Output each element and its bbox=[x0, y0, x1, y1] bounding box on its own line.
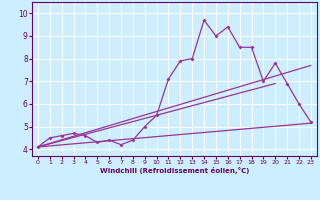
X-axis label: Windchill (Refroidissement éolien,°C): Windchill (Refroidissement éolien,°C) bbox=[100, 167, 249, 174]
